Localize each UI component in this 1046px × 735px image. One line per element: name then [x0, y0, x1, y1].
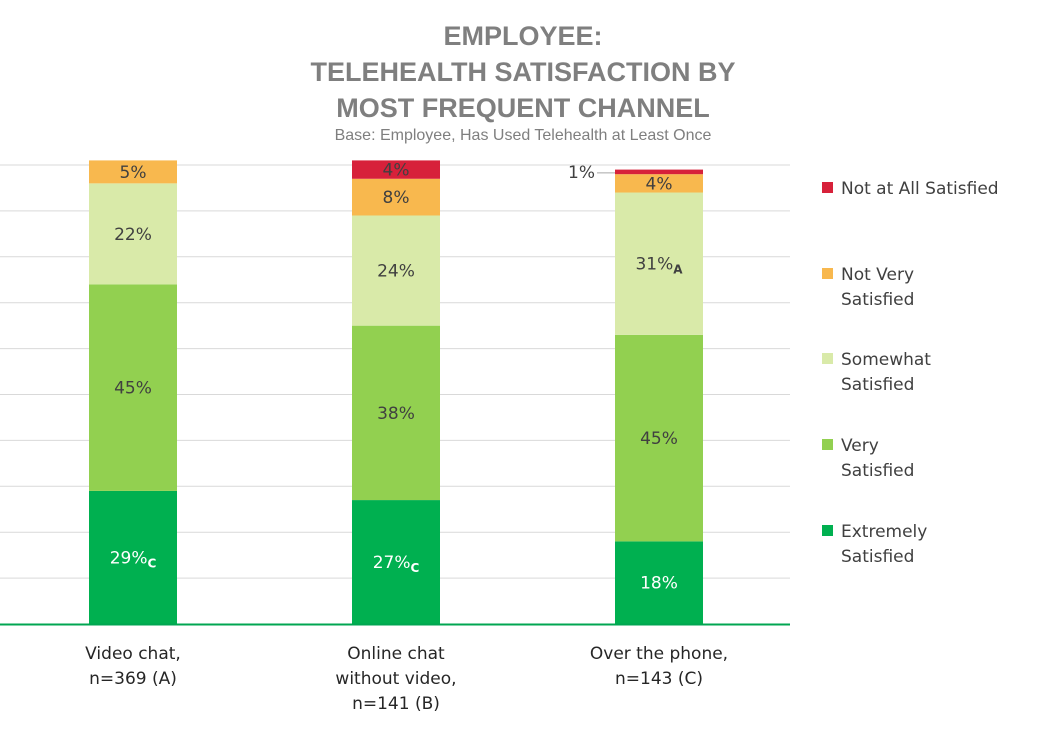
legend-label: Not at All Satisfied [841, 179, 999, 199]
bar-segment [89, 490, 177, 624]
bar-segment [615, 334, 703, 542]
data-label: 45% [114, 379, 152, 399]
legend-label: Somewhat [841, 350, 931, 370]
chart-subtitle: Base: Employee, Has Used Telehealth at L… [335, 127, 712, 144]
bar-segment [352, 215, 440, 326]
legend-label: Very [841, 436, 879, 456]
category-label: without video, [335, 669, 456, 689]
bar-segment [615, 541, 703, 624]
category-label: Video chat, [85, 644, 181, 664]
data-label: 29%C [110, 548, 157, 570]
legend-swatch [822, 268, 833, 279]
bar-segment [352, 160, 440, 179]
bars [89, 160, 703, 624]
category-label: n=143 (C) [615, 669, 703, 689]
bar-segment [352, 325, 440, 501]
chart-title-line: MOST FREQUENT CHANNEL [336, 93, 710, 123]
data-label: 45% [640, 429, 678, 449]
category-labels: Video chat, n=369 (A) Online chat without v… [85, 644, 728, 714]
bar-segment [352, 178, 440, 216]
legend-label: Satisfied [841, 461, 914, 481]
legend-label: Extremely [841, 522, 927, 542]
bar-segment [352, 500, 440, 624]
category-label: Over the phone, [590, 644, 728, 664]
bar-segment [89, 284, 177, 491]
data-label: 22% [114, 225, 152, 245]
bar-segment [89, 160, 177, 184]
chart-title: EMPLOYEE: TELEHEALTH SATISFACTION BY MOST … [311, 21, 736, 123]
data-label: 18% [640, 574, 678, 594]
data-label: 8% [383, 188, 410, 208]
legend-label: Satisfied [841, 375, 914, 395]
chart-title-line: EMPLOYEE: [443, 21, 602, 51]
legend-swatch [822, 353, 833, 364]
legend-swatch [822, 182, 833, 193]
legend-swatch [822, 525, 833, 536]
legend-label: Not Very [841, 265, 914, 285]
chart-title-line: TELEHEALTH SATISFACTION BY [311, 57, 736, 87]
data-label: 1% [568, 163, 595, 183]
legend-label: Satisfied [841, 547, 914, 567]
data-label: 4% [646, 174, 673, 194]
data-label: 38% [377, 404, 415, 424]
legend-swatch [822, 439, 833, 450]
data-label: 5% [120, 163, 147, 183]
bar-segment [615, 169, 703, 175]
data-label: 4% [383, 161, 410, 181]
category-label: n=369 (A) [89, 669, 177, 689]
bar-segment [615, 192, 703, 335]
data-label: 27%C [373, 553, 420, 575]
legend-label: Satisfied [841, 290, 914, 310]
data-label: 24% [377, 262, 415, 282]
data-labels: 29%C 27%C 18% 45% 38% 45% 22% 24% 31%A 5% 8% 4% 4% 1% [110, 161, 684, 594]
category-label: n=141 (B) [352, 694, 440, 714]
bar-segment [89, 183, 177, 285]
bar-segment [615, 174, 703, 193]
data-label: 31%A [635, 255, 683, 277]
legend: Not at All Satisfied Not Very Satisfied Som… [822, 179, 999, 567]
category-label: Online chat [347, 644, 445, 664]
